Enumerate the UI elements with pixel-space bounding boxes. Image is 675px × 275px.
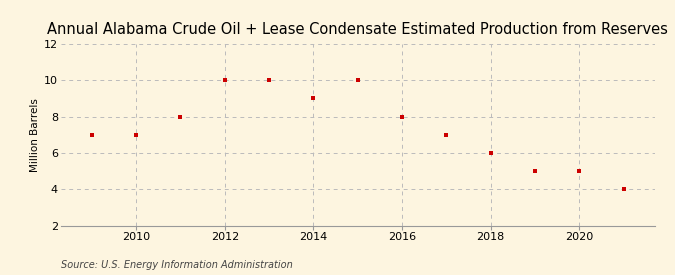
Text: Source: U.S. Energy Information Administration: Source: U.S. Energy Information Administ…	[61, 260, 292, 270]
Y-axis label: Million Barrels: Million Barrels	[30, 98, 40, 172]
Title: Annual Alabama Crude Oil + Lease Condensate Estimated Production from Reserves: Annual Alabama Crude Oil + Lease Condens…	[47, 22, 668, 37]
